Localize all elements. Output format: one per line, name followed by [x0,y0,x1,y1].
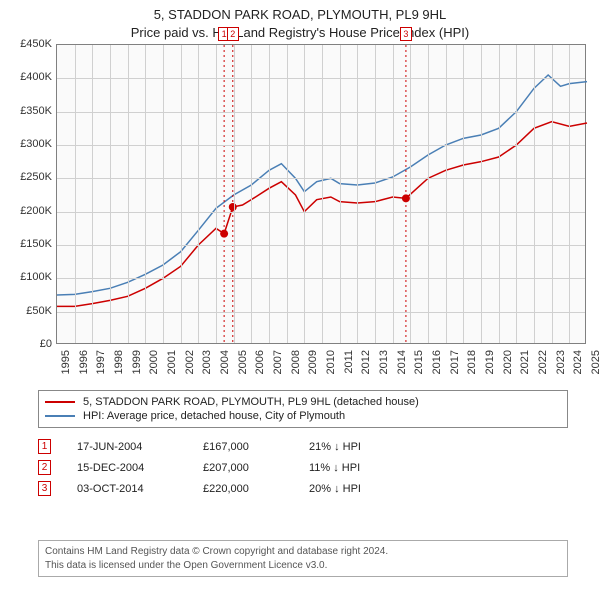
x-axis-label: 2019 [484,350,496,374]
y-axis-label: £50K [8,305,52,317]
sale-point-price: £207,000 [203,462,283,474]
legend-item-price-paid: 5, STADDON PARK ROAD, PLYMOUTH, PL9 9HL … [45,395,561,409]
x-axis-label: 2013 [378,350,390,374]
x-axis-label: 2018 [466,350,478,374]
legend-item-hpi: HPI: Average price, detached house, City… [45,409,561,423]
x-axis-label: 2001 [166,350,178,374]
y-axis-label: £200K [8,205,52,217]
sale-point-row: 3 03-OCT-2014 £220,000 20% ↓ HPI [38,478,568,499]
footer-line-1: Contains HM Land Registry data © Crown c… [45,545,561,559]
x-axis-label: 2000 [148,350,160,374]
sale-point-date: 15-DEC-2004 [77,462,177,474]
legend: 5, STADDON PARK ROAD, PLYMOUTH, PL9 9HL … [38,390,568,428]
chart: 123 £0 £50K £100K £150K £200K £250K £300K £350K… [8,44,592,384]
sale-point-marker: 1 [38,439,51,454]
x-axis-label: 2007 [272,350,284,374]
x-axis-label: 2016 [431,350,443,374]
sale-marker-number: 3 [400,27,412,41]
x-axis-label: 2014 [396,350,408,374]
footer-attribution: Contains HM Land Registry data © Crown c… [38,540,568,577]
x-axis-label: 2005 [237,350,249,374]
x-axis-label: 1995 [60,350,72,374]
x-axis-label: 2004 [219,350,231,374]
chart-lines [57,45,585,343]
y-axis-label: £400K [8,71,52,83]
x-axis-label: 2022 [537,350,549,374]
x-axis-label: 2021 [519,350,531,374]
sale-marker-number: 2 [227,27,239,41]
title-line-2: Price paid vs. HM Land Registry's House … [0,24,600,42]
sale-point-date: 03-OCT-2014 [77,483,177,495]
x-axis-label: 2023 [555,350,567,374]
x-axis-label: 2020 [502,350,514,374]
sale-point-price: £220,000 [203,483,283,495]
legend-swatch-hpi [45,415,75,417]
x-axis-label: 2003 [201,350,213,374]
x-axis-label: 2015 [413,350,425,374]
title-line-1: 5, STADDON PARK ROAD, PLYMOUTH, PL9 9HL [0,6,600,24]
y-axis-label: £350K [8,105,52,117]
x-axis-label: 2011 [343,350,355,374]
plot-area: 123 [56,44,586,344]
y-axis-label: £450K [8,38,52,50]
x-axis-label: 2008 [290,350,302,374]
legend-label-price-paid: 5, STADDON PARK ROAD, PLYMOUTH, PL9 9HL … [83,396,419,408]
x-axis-label: 2002 [184,350,196,374]
y-axis-label: £300K [8,138,52,150]
legend-label-hpi: HPI: Average price, detached house, City… [83,410,345,422]
legend-swatch-price-paid [45,401,75,403]
x-axis-label: 2010 [325,350,337,374]
title-block: 5, STADDON PARK ROAD, PLYMOUTH, PL9 9HL … [0,0,600,41]
y-axis-label: £100K [8,271,52,283]
y-axis-label: £150K [8,238,52,250]
x-axis-label: 1998 [113,350,125,374]
sale-point-diff: 21% ↓ HPI [309,441,389,453]
x-axis-label: 2006 [254,350,266,374]
sale-points-table: 1 17-JUN-2004 £167,000 21% ↓ HPI 2 15-DE… [38,436,568,499]
x-axis-label: 1997 [95,350,107,374]
x-axis-label: 2025 [590,350,600,374]
sale-point-diff: 20% ↓ HPI [309,483,389,495]
y-axis-label: £250K [8,171,52,183]
sale-point-marker: 2 [38,460,51,475]
footer-line-2: This data is licensed under the Open Gov… [45,559,561,573]
x-axis-label: 2024 [572,350,584,374]
sale-point-row: 1 17-JUN-2004 £167,000 21% ↓ HPI [38,436,568,457]
x-axis-label: 2012 [360,350,372,374]
x-axis-label: 2017 [449,350,461,374]
sale-point-row: 2 15-DEC-2004 £207,000 11% ↓ HPI [38,457,568,478]
sale-point-date: 17-JUN-2004 [77,441,177,453]
x-axis-label: 1996 [78,350,90,374]
sale-point-marker: 3 [38,481,51,496]
x-axis-label: 1999 [131,350,143,374]
y-axis-label: £0 [8,338,52,350]
x-axis-label: 2009 [307,350,319,374]
sale-point-diff: 11% ↓ HPI [309,462,389,474]
sale-point-price: £167,000 [203,441,283,453]
